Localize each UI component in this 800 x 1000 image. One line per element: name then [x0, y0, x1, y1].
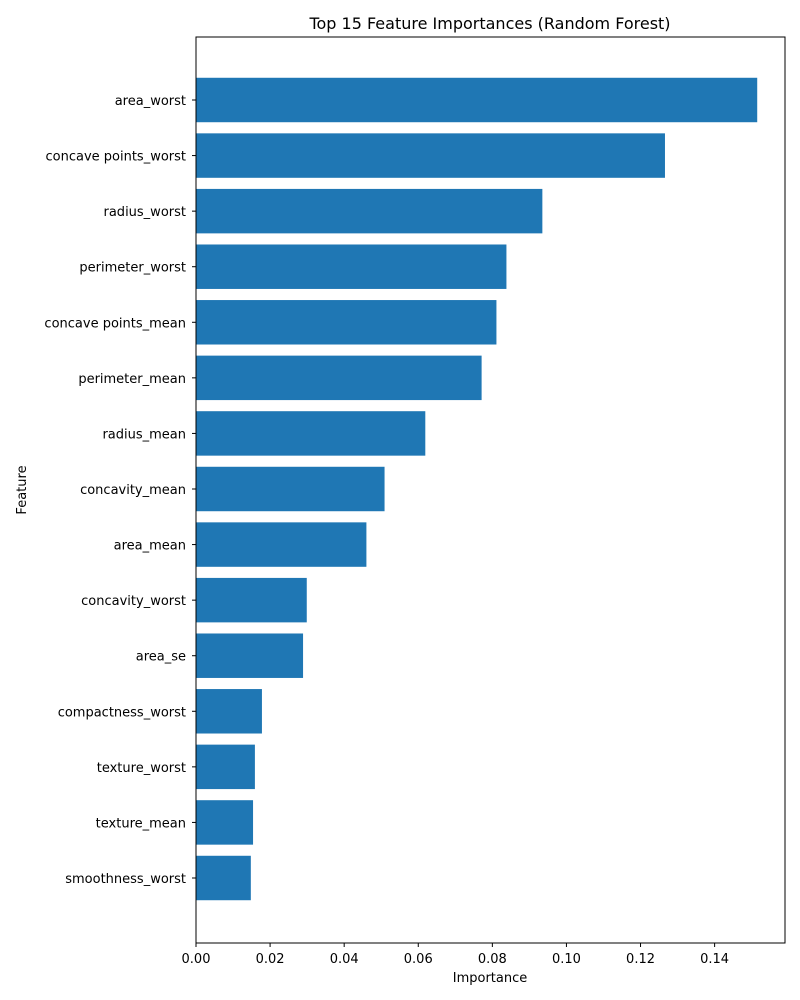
- y-tick-label: compactness_worst: [58, 705, 186, 720]
- bar: [196, 744, 255, 790]
- x-tick-label: 0.00: [182, 952, 211, 967]
- bar: [196, 77, 758, 123]
- plot-frame: [195, 36, 786, 944]
- y-tick-label: concavity_mean: [80, 483, 186, 498]
- x-tick-label: 0.10: [552, 952, 581, 967]
- bar: [196, 522, 367, 567]
- x-tick-label: 0.02: [256, 952, 285, 967]
- y-axis-label: Feature: [15, 465, 30, 514]
- y-tick-label: area_se: [136, 650, 186, 665]
- x-tick-label: 0.14: [700, 952, 729, 967]
- bar: [196, 188, 543, 234]
- x-tick-label: 0.12: [626, 952, 655, 967]
- x-axis-ticks: 0.00 0.02 0.04 0.06 0.08 0.10 0.12 0.14: [182, 943, 729, 967]
- bar: [196, 244, 507, 289]
- y-tick-label: texture_mean: [96, 816, 186, 831]
- bar: [196, 133, 665, 178]
- y-tick-label: perimeter_mean: [78, 372, 186, 387]
- y-tick-label: area_mean: [114, 539, 186, 554]
- bar: [196, 633, 304, 678]
- bar: [196, 355, 482, 401]
- bar: [196, 689, 262, 734]
- x-tick-label: 0.06: [404, 952, 433, 967]
- x-axis-label: Importance: [453, 971, 528, 986]
- x-tick-label: 0.08: [478, 952, 507, 967]
- chart-title: Top 15 Feature Importances (Random Fores…: [308, 14, 670, 33]
- y-tick-label: concave points_mean: [44, 316, 186, 331]
- bar: [196, 411, 426, 456]
- y-tick-label: radius_worst: [104, 205, 187, 220]
- y-tick-label: perimeter_worst: [79, 261, 186, 276]
- y-tick-label: area_worst: [115, 94, 186, 109]
- y-tick-label: concave points_worst: [45, 150, 186, 165]
- bar: [196, 300, 497, 345]
- y-tick-label: concavity_worst: [81, 594, 186, 609]
- bar: [196, 577, 307, 623]
- x-tick-label: 0.04: [330, 952, 359, 967]
- bars-group: [196, 77, 758, 901]
- y-tick-label: texture_worst: [97, 761, 186, 776]
- y-tick-label: smoothness_worst: [65, 872, 186, 887]
- bar: [196, 466, 385, 512]
- bar: [196, 855, 251, 901]
- bar: [196, 800, 254, 845]
- y-tick-label: radius_mean: [102, 427, 186, 442]
